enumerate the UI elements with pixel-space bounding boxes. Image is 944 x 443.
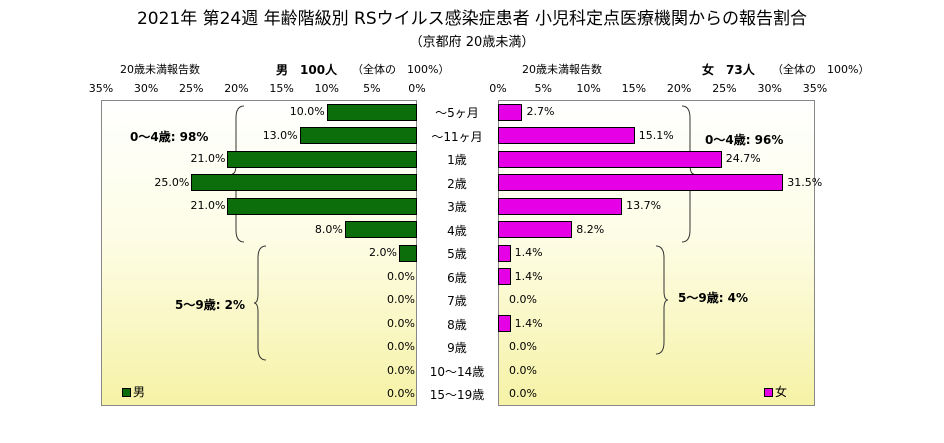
female-legend-swatch [764,388,773,397]
female-tick-label: 5% [534,82,552,95]
female-data-label: 0.0% [509,293,537,306]
female-bar [498,197,623,215]
female-tick-label: 15% [621,82,647,95]
female-data-label: 13.7% [626,199,662,212]
male-data-label: 8.0% [314,222,343,236]
chart-title: 2021年 第24週 年齢階級別 RSウイルス感染症患者 小児科定点医療機関から… [136,9,808,29]
male-bar [227,197,417,215]
male-5-9-annotation: 5～9歳: 2% [175,298,246,312]
age-category-label: 5歳 [447,247,467,261]
male-legend-label: 男 [133,385,146,399]
female-data-label: 2.7% [526,105,555,118]
female-tick-label: 10% [576,82,601,95]
female-5-9-brace [655,245,669,355]
male-0-4-annotation: 0～4歳: 98% [130,130,209,144]
female-bar [498,221,573,238]
male-data-label: 21.0% [190,199,226,212]
male-tick-label: 35% [88,82,114,95]
male-data-label: 0.0% [387,387,415,400]
female-data-label: 31.5% [787,175,823,189]
female-data-label: 1.4% [514,316,543,330]
female-data-label: 0.0% [509,340,537,353]
age-category-label: ～5ヶ月 [435,106,479,120]
female-data-label: 1.4% [514,269,543,283]
male-bar [326,103,417,121]
female-5-9-annotation: 5～9歳: 4% [678,291,749,305]
female-data-label: 15.1% [638,128,674,142]
male-legend: 男 [122,383,145,400]
age-category-label: 9歳 [447,341,467,355]
female-data-label: 1.4% [514,246,543,259]
female-data-label: 0.0% [509,363,537,377]
female-report-label: 20歳未満報告数 [522,63,602,76]
age-category-label: 8歳 [447,317,467,332]
female-legend: 女 [764,383,787,400]
male-bar [398,244,417,262]
male-count-label: 男 100人 [276,63,338,77]
age-category-label: 6歳 [447,270,467,285]
female-tick-label: 35% [802,82,828,95]
age-category-label: 15～19歳 [429,388,485,402]
male-bar [299,127,417,144]
male-tick-label: 30% [133,82,159,95]
age-category-label: 3歳 [447,200,467,214]
male-data-label: 2.0% [369,246,397,259]
male-tick-label: 25% [179,82,204,95]
age-category-label: ～11ヶ月 [431,129,483,144]
age-category-label: 7歳 [447,294,467,308]
female-bar [498,150,722,168]
female-count-label: 女 73人 [702,63,755,77]
female-bar [498,103,523,121]
female-bar [498,244,511,262]
male-data-label: 21.0% [190,152,226,165]
age-category-label: 4歳 [447,223,467,238]
female-bar [498,174,784,191]
female-tick-label: 30% [757,82,782,95]
female-tick-label: 0% [489,82,507,95]
female-bar [498,315,511,332]
male-5-9-brace [253,245,267,361]
male-tick-label: 5% [363,82,381,95]
male-tick-label: 15% [269,82,294,95]
female-tick-label: 25% [712,82,737,95]
chart-subtitle: （京都府 20歳未満） [409,35,535,50]
female-legend-label: 女 [775,385,788,399]
female-pct-label: （全体の 100%） [772,63,870,76]
female-0-4-annotation: 0～4歳: 96% [705,133,784,147]
female-bar [498,127,635,144]
female-data-label: 24.7% [725,152,761,165]
age-category-label: 1歳 [447,153,467,167]
male-bar [191,174,417,191]
male-legend-swatch [122,388,131,397]
male-data-label: 0.0% [387,316,415,330]
male-data-label: 10.0% [289,105,325,118]
male-data-label: 0.0% [387,340,415,353]
male-pct-label: （全体の 100%） [352,63,450,76]
male-bar [344,221,417,238]
female-data-label: 0.0% [509,387,537,400]
age-category-label: 2歳 [447,176,467,191]
male-tick-label: 10% [314,82,339,95]
male-bar [227,150,417,168]
male-data-label: 13.0% [262,128,298,142]
male-data-label: 0.0% [387,363,415,377]
male-data-label: 0.0% [387,269,415,283]
female-data-label: 8.2% [576,222,605,236]
age-category-label: 10～14歳 [429,364,485,379]
male-data-label: 0.0% [387,293,415,306]
male-report-label: 20歳未満報告数 [120,63,200,76]
female-bar [498,268,511,285]
male-data-label: 25.0% [154,175,190,189]
male-tick-label: 20% [224,82,249,95]
male-tick-label: 0% [408,82,426,95]
female-tick-label: 20% [666,82,692,95]
